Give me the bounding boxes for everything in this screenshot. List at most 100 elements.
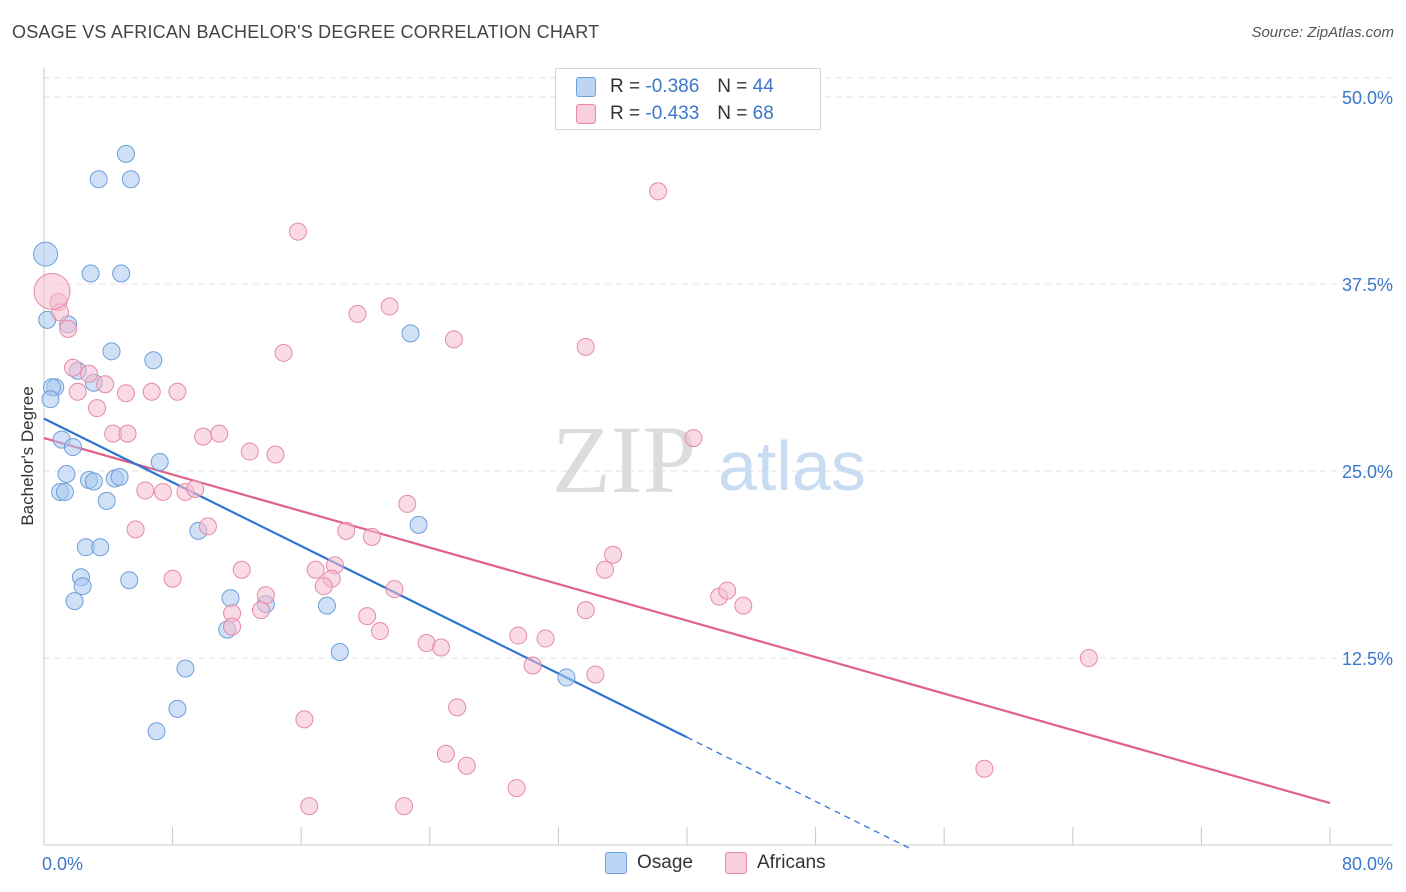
y-tick-label-3: 50.0% bbox=[1342, 88, 1393, 108]
osage-point bbox=[65, 592, 84, 611]
africans-r-value: -0.433 bbox=[645, 103, 700, 124]
africans-point bbox=[266, 445, 285, 464]
series-legend: Osage Africans bbox=[605, 852, 858, 874]
africans-point bbox=[80, 364, 99, 383]
osage-point bbox=[33, 241, 59, 267]
osage-point bbox=[121, 170, 140, 189]
africans-point bbox=[63, 358, 82, 377]
africans-point bbox=[198, 517, 217, 536]
africans-point bbox=[348, 304, 367, 323]
africans-point bbox=[59, 319, 78, 338]
africans-point bbox=[142, 382, 161, 401]
africans-point bbox=[288, 222, 307, 241]
osage-point bbox=[221, 589, 240, 608]
africans-point bbox=[398, 494, 417, 513]
africans-point bbox=[536, 629, 555, 648]
y-tick-label-0: 12.5% bbox=[1342, 649, 1393, 669]
africans-point bbox=[576, 601, 595, 620]
osage-point bbox=[63, 438, 82, 457]
y-tick-label-1: 25.0% bbox=[1342, 462, 1393, 482]
africans-point bbox=[507, 779, 526, 798]
osage-r-label: R = bbox=[610, 76, 641, 97]
africans-point bbox=[448, 698, 467, 717]
y-axis-title: Bachelor's Degree bbox=[18, 386, 37, 525]
osage-point bbox=[110, 467, 129, 486]
africans-point bbox=[96, 375, 115, 394]
osage-point bbox=[91, 538, 110, 557]
africans-point bbox=[432, 638, 451, 657]
osage-point bbox=[73, 577, 92, 596]
africans-point bbox=[975, 759, 994, 778]
osage-n-value: 44 bbox=[752, 76, 774, 97]
trend-lines bbox=[43, 417, 1331, 851]
legend-item-osage[interactable]: Osage bbox=[605, 852, 693, 874]
osage-point bbox=[401, 324, 420, 343]
africans-point bbox=[436, 744, 455, 763]
africans-point bbox=[457, 756, 476, 775]
africans-point bbox=[385, 580, 404, 599]
africans-point bbox=[358, 607, 377, 626]
axes bbox=[43, 68, 1393, 846]
y-tick-labels: 12.5% 25.0% 37.5% 50.0% bbox=[1342, 88, 1393, 669]
osage-point bbox=[41, 390, 60, 409]
osage-legend-swatch bbox=[605, 852, 627, 874]
osage-point bbox=[330, 643, 349, 662]
osage-point bbox=[84, 472, 103, 491]
africans-point bbox=[523, 656, 542, 675]
osage-point bbox=[89, 170, 108, 189]
africans-point bbox=[223, 617, 242, 636]
africans-point bbox=[337, 521, 356, 540]
osage-point bbox=[120, 571, 139, 590]
watermark-atlas: atlas bbox=[718, 427, 866, 505]
africans-point bbox=[300, 797, 319, 816]
osage-legend-label: Osage bbox=[637, 852, 693, 873]
africans-point bbox=[586, 665, 605, 684]
africans-point bbox=[68, 382, 87, 401]
africans-point bbox=[649, 182, 668, 201]
africans-n-label: N = bbox=[717, 103, 748, 124]
osage-n-label: N = bbox=[717, 76, 748, 97]
osage-point bbox=[317, 596, 336, 615]
legend-item-africans[interactable]: Africans bbox=[724, 852, 826, 874]
y-tick-label-2: 37.5% bbox=[1342, 275, 1393, 295]
osage-point bbox=[557, 668, 576, 687]
africans-n-value: 68 bbox=[752, 103, 774, 124]
africans-points bbox=[33, 182, 1098, 816]
africans-point bbox=[295, 710, 314, 729]
africans-point bbox=[186, 479, 205, 498]
africans-point bbox=[734, 596, 753, 615]
africans-swatch bbox=[576, 104, 596, 124]
africans-point bbox=[126, 520, 145, 539]
osage-point bbox=[150, 453, 169, 472]
africans-point bbox=[240, 442, 259, 461]
osage-point bbox=[147, 722, 166, 741]
africans-point bbox=[116, 384, 135, 403]
africans-point bbox=[210, 424, 229, 443]
africans-point bbox=[163, 569, 182, 588]
africans-point bbox=[306, 560, 325, 579]
africans-point bbox=[194, 427, 213, 446]
osage-point bbox=[409, 515, 428, 534]
africans-point bbox=[232, 560, 251, 579]
africans-point bbox=[509, 626, 528, 645]
africans-point bbox=[362, 527, 381, 546]
africans-point bbox=[718, 581, 737, 600]
africans-point bbox=[153, 482, 172, 501]
osage-point bbox=[55, 482, 74, 501]
osage-point bbox=[57, 464, 76, 483]
africans-point-large bbox=[33, 272, 71, 310]
legend-row-africans: R = -0.433 N = 68 bbox=[576, 102, 774, 126]
africans-point bbox=[168, 382, 187, 401]
osage-point bbox=[116, 144, 135, 163]
africans-point bbox=[136, 481, 155, 500]
osage-point bbox=[168, 699, 187, 718]
osage-point bbox=[81, 264, 100, 283]
africans-point bbox=[370, 622, 389, 641]
osage-point bbox=[102, 342, 121, 361]
africans-point bbox=[380, 297, 399, 316]
africans-point bbox=[314, 577, 333, 596]
africans-point bbox=[596, 560, 615, 579]
osage-swatch bbox=[576, 77, 596, 97]
africans-point bbox=[252, 601, 271, 620]
